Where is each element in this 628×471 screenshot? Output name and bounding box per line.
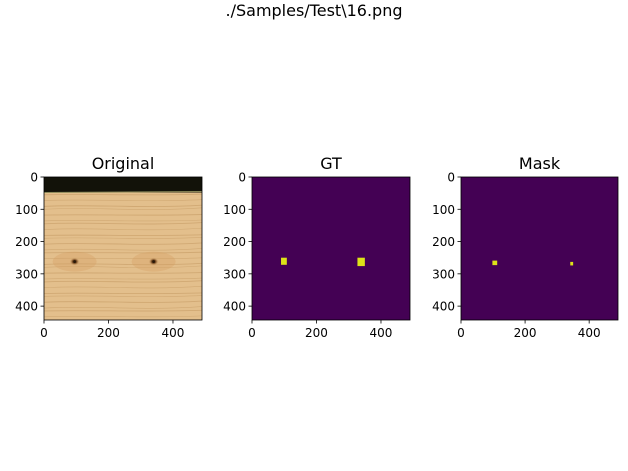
figure-suptitle: ./Samples/Test\16.png [226,1,403,20]
defect-region [357,257,365,267]
image-area [252,177,410,320]
wood-grain-line [44,300,202,303]
y-tick-label: 400 [15,300,38,314]
defect-region [492,260,498,266]
wood-grain-line [44,227,202,231]
panel-title: GT [320,154,342,173]
wood-grain-line [44,207,202,210]
wood-grain-line [44,280,202,283]
y-tick-label: 0 [447,171,455,185]
knot-center [73,260,77,263]
wood-grain-line [44,295,202,297]
axes-frame [251,176,411,321]
x-tick-label: 400 [370,326,393,340]
wood-grain-line [44,257,202,260]
x-tick-label: 200 [514,326,537,340]
wood-grain-line [44,219,202,222]
wood-grain-line [44,262,202,266]
y-tick-label: 300 [432,267,455,281]
wood-grain-line [44,315,202,318]
x-tick-label: 0 [40,326,48,340]
mask-background [461,177,618,320]
wood-grain-line [44,199,202,202]
wood-grain-line [44,193,202,196]
defect-region [570,261,574,266]
y-tick-label: 0 [238,171,246,185]
y-tick-label: 200 [223,235,246,249]
y-tick-label: 100 [15,203,38,217]
mask-background [252,177,410,320]
image-area [461,177,618,320]
axes-frame [460,176,619,321]
knot-center [152,260,156,263]
x-tick-label: 400 [162,326,185,340]
y-tick-label: 300 [15,267,38,281]
wood-grain-line [44,309,202,312]
y-tick-label: 300 [223,267,246,281]
wood-grain-line [44,214,202,216]
dark-top-band [44,177,202,193]
wood-grain-line [44,248,202,251]
wood-grain-line [44,237,202,239]
wood-grain-line [44,277,202,280]
y-tick-label: 0 [30,171,38,185]
wood-grain-line [44,292,202,295]
wood-grain-line [44,242,202,245]
wood-grain-line [44,272,202,274]
x-tick-label: 400 [578,326,601,340]
y-tick-label: 400 [223,300,246,314]
x-tick-label: 0 [248,326,256,340]
axes-frame [43,176,203,321]
wood-grain-line [44,265,202,268]
panel-title: Original [92,154,155,173]
x-tick-label: 200 [305,326,328,340]
y-tick-label: 400 [432,300,455,314]
wood-grain-line [44,306,202,309]
panel-title: Mask [519,154,561,173]
defect-region [281,257,287,265]
wood-grain-line [44,285,202,289]
wood-grain-line [44,222,202,225]
y-tick-label: 200 [432,235,455,249]
wood-grain-line [44,251,202,254]
y-tick-label: 100 [223,203,246,217]
x-tick-label: 0 [457,326,465,340]
x-tick-label: 200 [97,326,120,340]
wood-grain-line [44,234,202,236]
band-edge [44,190,202,193]
image-area [44,177,202,320]
wood-grain-line [44,204,202,208]
wood-surface [44,177,202,320]
y-tick-label: 200 [15,235,38,249]
y-tick-label: 100 [432,203,455,217]
